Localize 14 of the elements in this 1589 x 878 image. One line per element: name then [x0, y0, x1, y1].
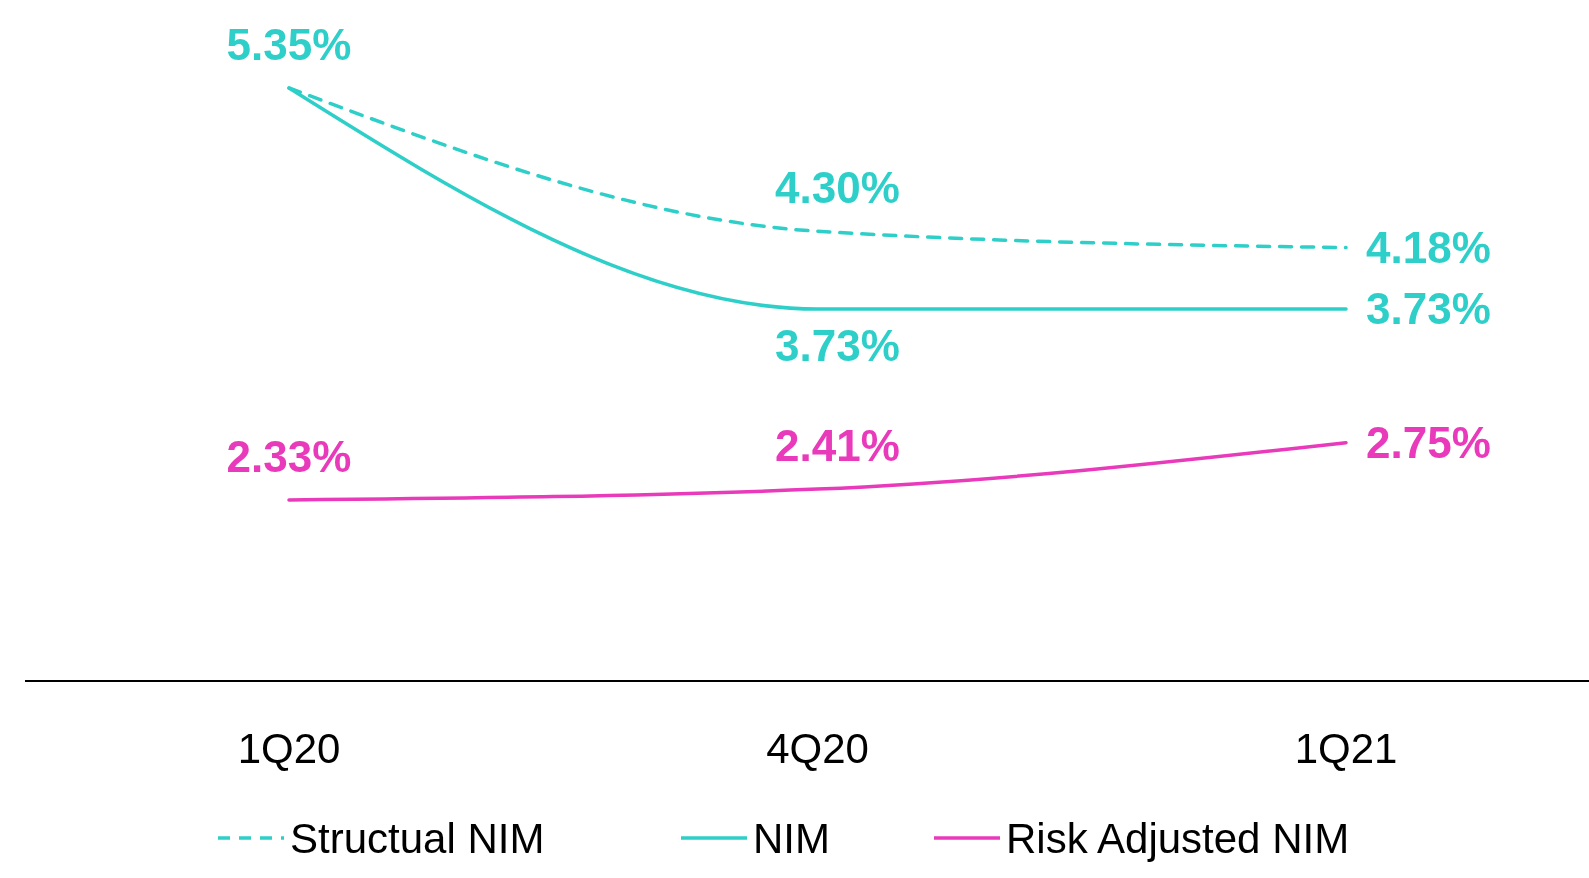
- x-tick-label: 4Q20: [766, 724, 869, 772]
- data-label: 3.73%: [1366, 284, 1491, 334]
- data-label: 2.41%: [775, 421, 900, 471]
- x-tick-label: 1Q21: [1294, 724, 1398, 772]
- x-tick-label: 1Q20: [237, 724, 341, 772]
- legend-label: Structual NIM: [290, 814, 545, 862]
- data-label: 2.33%: [226, 432, 352, 481]
- data-label: 2.75%: [1366, 418, 1491, 468]
- legend-label: Risk Adjusted NIM: [1006, 814, 1350, 862]
- data-label: 3.73%: [775, 321, 900, 371]
- data-label: 4.18%: [1366, 223, 1491, 273]
- legend-label: NIM: [753, 814, 830, 862]
- data-label: 5.35%: [226, 20, 352, 69]
- data-label: 4.30%: [775, 163, 900, 213]
